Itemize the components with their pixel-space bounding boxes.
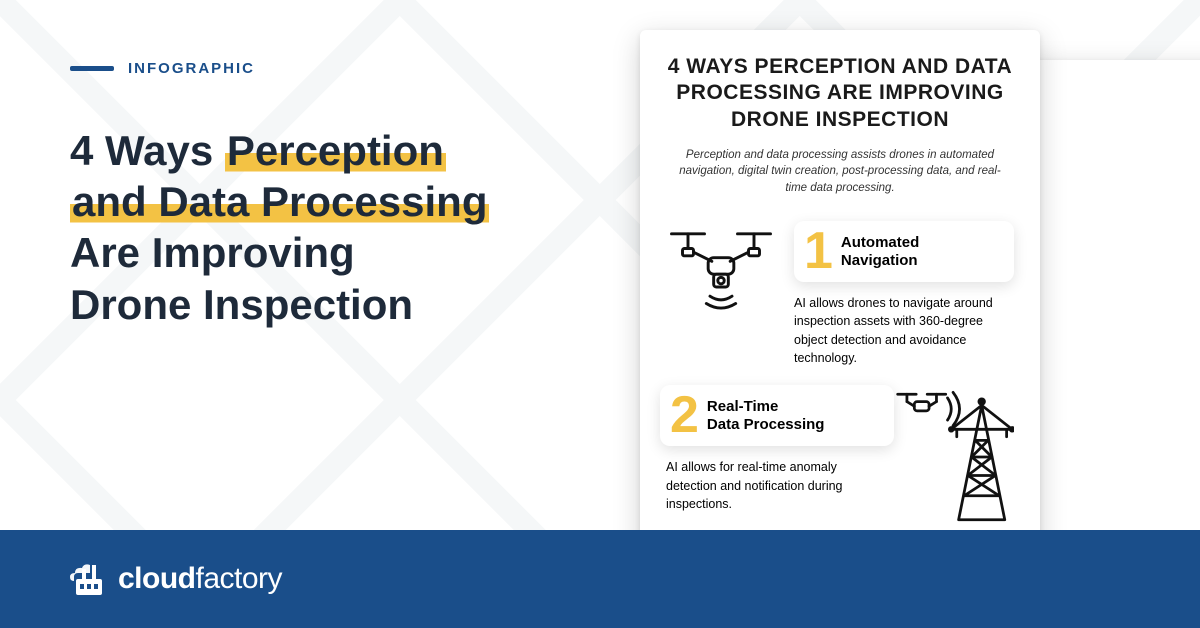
preview-item-2: 2 Real-Time Data Processing AI allows fo… [666,385,1014,523]
headline-part: Drone Inspection [70,281,413,328]
item-description: AI allows for real-time anomaly detectio… [666,458,894,512]
item-description: AI allows drones to navigate around insp… [794,294,1014,367]
logo-text: cloudfactory [118,562,282,596]
left-column: INFOGRAPHIC 4 Ways Perception and Data P… [70,60,540,330]
logo: cloudfactory [70,559,282,599]
item-label: Automated Navigation [841,234,998,270]
drone-icon [666,221,776,313]
item-number: 2 [670,395,699,437]
item-label-line: Real-Time [707,398,778,415]
eyebrow: INFOGRAPHIC [70,60,540,77]
preview-subtitle: Perception and data processing assists d… [666,147,1014,197]
item-pill-1: 1 Automated Navigation [794,221,1014,283]
headline-highlight: and Data Processing [70,178,489,225]
logo-icon [70,559,108,599]
item-pill-2: 2 Real-Time Data Processing [660,385,894,447]
item-label-line: Data Processing [707,416,825,433]
item-number: 1 [804,231,833,273]
preview-item-1: 1 Automated Navigation AI allows drones … [666,221,1014,367]
eyebrow-label: INFOGRAPHIC [128,60,255,77]
logo-text-bold: cloud [118,562,196,595]
drone-tower-icon [894,385,1014,523]
headline-part: Are Improving [70,229,355,276]
footer-bar: cloudfactory [0,530,1200,628]
headline: 4 Ways Perception and Data Processing Ar… [70,125,540,330]
eyebrow-dash [70,66,114,71]
item-label: Real-Time Data Processing [707,398,825,434]
logo-text-light: factory [196,562,283,595]
preview-title: 4 WAYS PERCEPTION AND DATA PROCESSING AR… [666,54,1014,133]
headline-highlight: Perception [225,127,446,174]
headline-part: 4 Ways [70,127,225,174]
